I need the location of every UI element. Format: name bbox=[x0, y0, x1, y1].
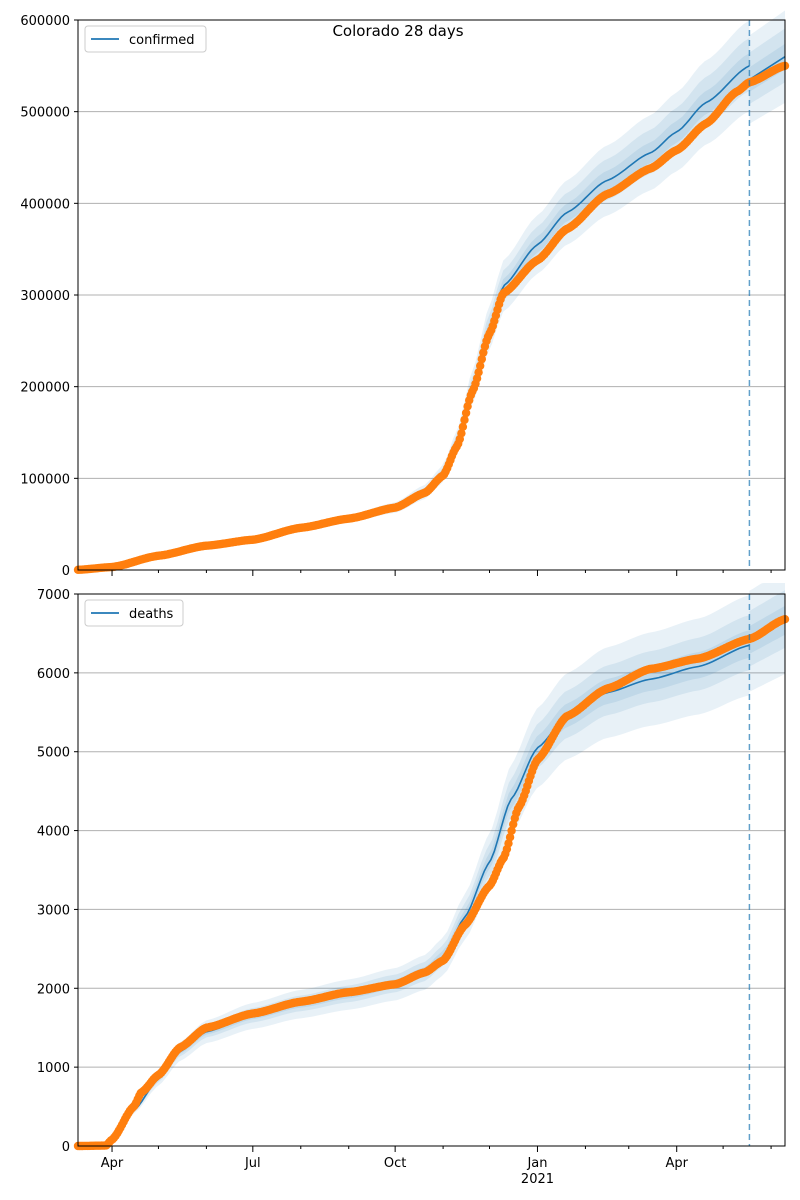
observed-point bbox=[505, 833, 515, 842]
y-tick-label: 6000 bbox=[37, 667, 70, 682]
y-tick-label: 600000 bbox=[20, 14, 70, 29]
y-tick-label: 500000 bbox=[20, 106, 70, 121]
y-tick-label: 0 bbox=[62, 564, 70, 579]
observed-point bbox=[476, 361, 485, 370]
observed-point bbox=[507, 826, 516, 835]
legend-label: confirmed bbox=[129, 33, 195, 48]
x-tick-label: Jul bbox=[244, 1156, 261, 1171]
legend-box bbox=[84, 25, 207, 53]
plot-frame bbox=[77, 19, 786, 571]
y-tick-label: 7000 bbox=[37, 588, 70, 603]
confidence-band bbox=[78, 615, 750, 1146]
confirmed-panel: 0 100000 200000 300000 400000 500000 600000 con… bbox=[20, 10, 790, 579]
plot-frame bbox=[77, 593, 786, 1147]
y-tick-label: 4000 bbox=[37, 825, 70, 840]
y-tick-label: 200000 bbox=[20, 381, 70, 396]
deaths-panel: 0 1000 2000 3000 4000 5000 6000 7000 Apr Jul Oct Ja… bbox=[37, 583, 790, 1187]
y-tick-label: 5000 bbox=[37, 746, 70, 761]
legend: confirmed bbox=[84, 25, 207, 53]
y-tick-label: 100000 bbox=[20, 472, 70, 487]
observed-point bbox=[474, 368, 483, 377]
legend-box bbox=[84, 599, 184, 627]
forecast-band bbox=[749, 28, 785, 105]
forecast-band bbox=[749, 583, 785, 692]
observed-point bbox=[458, 422, 468, 431]
y-tick-label: 2000 bbox=[37, 982, 70, 997]
x-year-label: 2021 bbox=[521, 1172, 554, 1187]
chart-title: Colorado 28 days bbox=[332, 22, 463, 40]
confidence-band bbox=[78, 595, 750, 1146]
y-tick-label: 1000 bbox=[37, 1061, 70, 1076]
x-tick-label: Apr bbox=[101, 1156, 124, 1171]
legend: deaths bbox=[84, 599, 184, 627]
observed-point bbox=[477, 354, 486, 364]
y-tick-label: 400000 bbox=[20, 197, 70, 212]
observed-point bbox=[460, 415, 469, 425]
observed-point bbox=[461, 408, 471, 418]
y-tick-label: 300000 bbox=[20, 289, 70, 304]
y-tick-label: 3000 bbox=[37, 903, 70, 918]
observed-point bbox=[457, 429, 466, 438]
legend-label: deaths bbox=[129, 607, 174, 622]
y-tick-label: 0 bbox=[62, 1140, 70, 1155]
x-tick-label: Oct bbox=[384, 1156, 406, 1171]
forecast-band bbox=[749, 10, 785, 124]
x-tick-label: Apr bbox=[665, 1156, 688, 1171]
x-tick-label: Jan bbox=[526, 1156, 547, 1171]
